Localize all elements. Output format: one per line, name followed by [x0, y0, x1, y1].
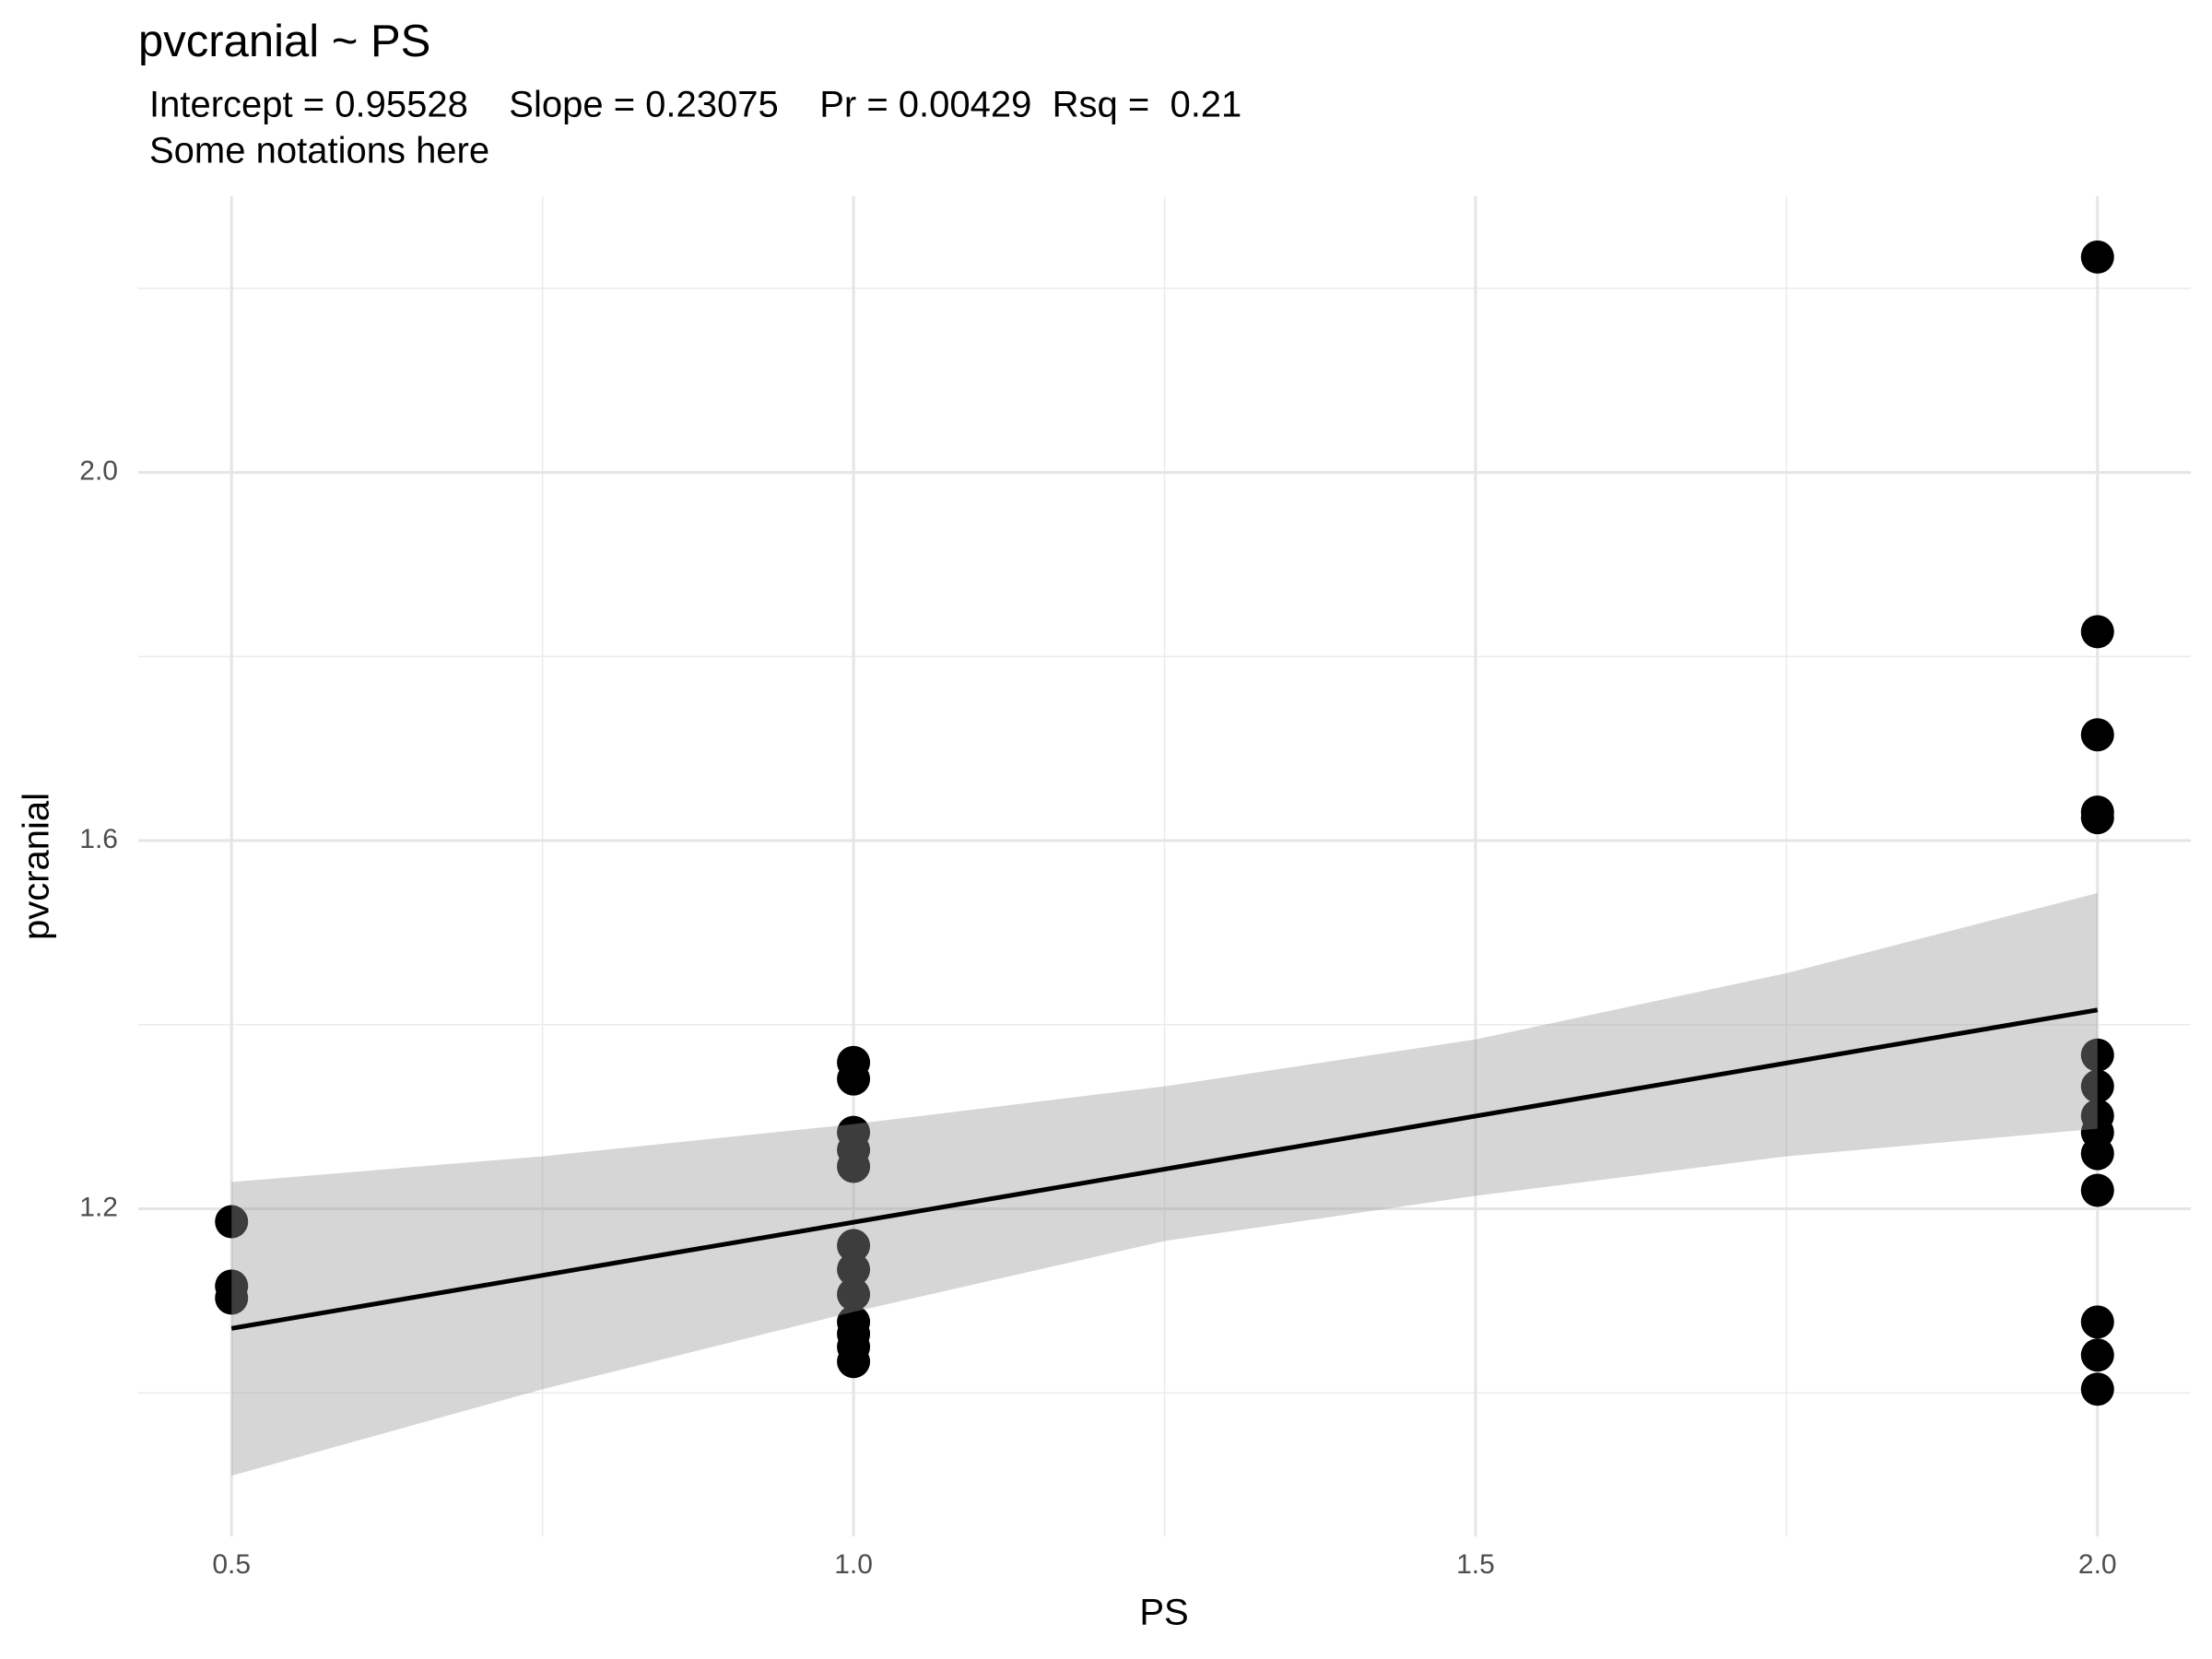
point: [837, 1277, 871, 1312]
point: [2080, 1305, 2114, 1339]
point: [2080, 240, 2114, 274]
point: [2080, 801, 2114, 835]
point: [2080, 718, 2114, 752]
point: [2080, 1038, 2114, 1072]
point: [837, 1062, 871, 1096]
chart-subtitle: Intercept = 0.95528 Slope = 0.23075 Pr =…: [149, 85, 1241, 125]
x-tick-label: 1.5: [1456, 1549, 1495, 1580]
point: [2080, 1136, 2114, 1171]
point: [2080, 1338, 2114, 1372]
point: [2080, 1069, 2114, 1103]
fit-line: [230, 1007, 2099, 1331]
point: [837, 1229, 871, 1263]
point: [2080, 1173, 2114, 1207]
y-tick-label: 1.2: [79, 1192, 118, 1222]
point: [215, 1281, 249, 1315]
x-tick-label: 1.0: [834, 1549, 873, 1580]
x-tick-label: 2.0: [2078, 1549, 2117, 1580]
y-tick-label: 1.6: [79, 824, 118, 854]
x-tick-label: 0.5: [212, 1549, 251, 1580]
point: [837, 1345, 871, 1379]
chart-subtitle: Some notations here: [149, 131, 489, 171]
point: [2080, 615, 2114, 649]
point: [837, 1149, 871, 1183]
confidence-band: [231, 892, 2098, 1477]
point: [215, 1205, 249, 1239]
y-axis-label: pvcranial: [17, 793, 57, 940]
point: [837, 1253, 871, 1287]
chart-title: pvcranial ~ PS: [138, 17, 430, 66]
y-tick-label: 2.0: [79, 456, 118, 487]
point: [2080, 1372, 2114, 1406]
x-axis-label: PS: [1139, 1593, 1188, 1633]
